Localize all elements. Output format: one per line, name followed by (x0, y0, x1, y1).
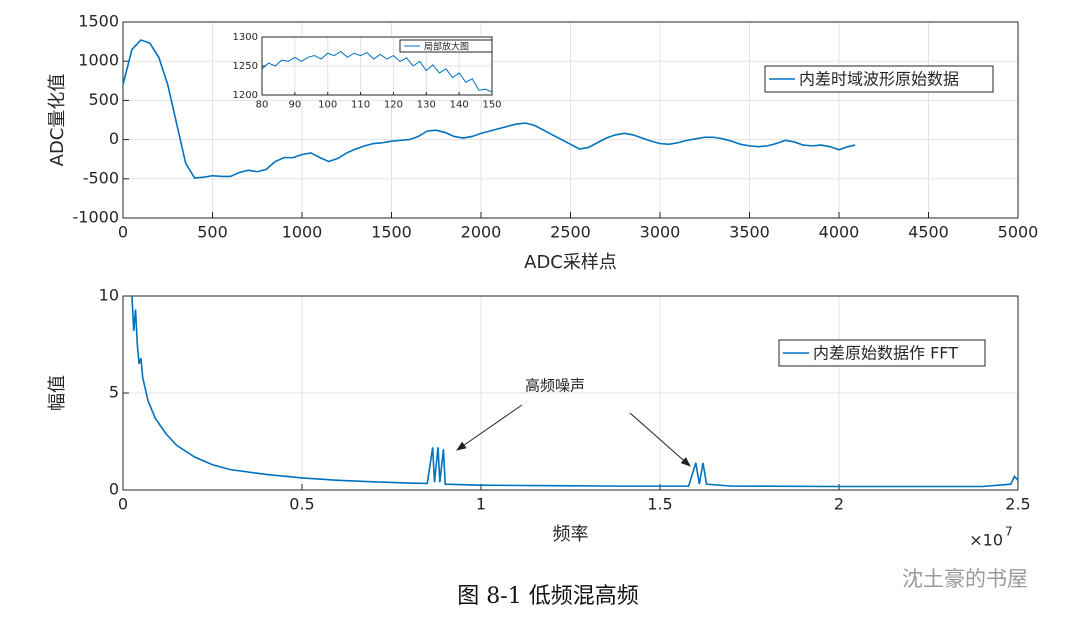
x-tick-label: 0 (118, 495, 128, 514)
annotation-arrow (456, 404, 523, 451)
x-tick-label: 130 (417, 100, 436, 111)
x-tick-label: 1500 (371, 223, 412, 242)
y-tick-label: -500 (83, 168, 119, 187)
legend-label: 内差时域波形原始数据 (799, 70, 959, 89)
y-tick-label: 1500 (78, 12, 119, 31)
x-tick-label: 2500 (550, 223, 591, 242)
y-tick-label: 0 (109, 129, 119, 148)
axes-box (122, 295, 1019, 491)
x-tick-label: 3500 (729, 223, 770, 242)
x-tick-label: 140 (450, 100, 469, 111)
caption: 图 8-1 低频混高频 (457, 584, 638, 609)
x-tick-label: 110 (351, 100, 370, 111)
series-line (122, 39, 856, 179)
y-tick-label: 1300 (233, 32, 258, 43)
series-line (261, 50, 493, 93)
x-tick-label: 150 (482, 100, 501, 111)
x-multiplier-exponent: 7 (1005, 525, 1013, 539)
annotation-arrow (629, 412, 691, 467)
y-tick-label: 1000 (78, 51, 119, 70)
legend-box (778, 339, 986, 367)
annotation: 高频噪声 (525, 377, 585, 395)
x-axis-label: ADC采样点 (524, 252, 617, 273)
axes-box (122, 21, 1019, 219)
x-axis-label: 频率 (553, 524, 589, 545)
x-tick-label: 4500 (908, 223, 949, 242)
series-line (131, 295, 1019, 488)
y-tick-label: 10 (99, 286, 119, 305)
x-tick-label: 4000 (819, 223, 860, 242)
x-tick-label: 90 (288, 100, 301, 111)
x-tick-label: 500 (197, 223, 228, 242)
x-tick-label: 5000 (998, 223, 1039, 242)
x-tick-label: 2000 (461, 223, 502, 242)
x-tick-label: 120 (384, 100, 403, 111)
x-tick-label: 2 (834, 495, 844, 514)
x-tick-label: 1 (476, 495, 486, 514)
x-tick-label: 1000 (282, 223, 323, 242)
legend-label: 局部放大图 (424, 41, 469, 53)
x-tick-label: 1.5 (647, 495, 672, 514)
legend-label: 内差原始数据作 FFT (813, 344, 958, 363)
y-axis-label: 幅值 (47, 375, 68, 411)
x-tick-label: 80 (256, 100, 269, 111)
y-tick-label: 500 (88, 90, 119, 109)
x-tick-label: 3000 (640, 223, 681, 242)
x-tick-label: 2.5 (1005, 495, 1030, 514)
y-tick-label: 1200 (233, 90, 258, 101)
x-tick-label: 0.5 (289, 495, 314, 514)
x-multiplier: ×10 (969, 531, 1003, 550)
y-axis-label: ADC量化值 (47, 74, 68, 167)
y-tick-label: 1250 (233, 61, 258, 72)
y-tick-label: 5 (109, 383, 119, 402)
watermark: 沈土豪的书屋 (902, 567, 1028, 591)
x-tick-label: 100 (318, 100, 337, 111)
legend-box (399, 39, 493, 53)
legend-box (764, 65, 994, 93)
y-tick-label: 0 (109, 480, 119, 499)
y-tick-label: -1000 (73, 208, 120, 227)
axes-box (261, 36, 493, 96)
x-tick-label: 0 (118, 223, 128, 242)
